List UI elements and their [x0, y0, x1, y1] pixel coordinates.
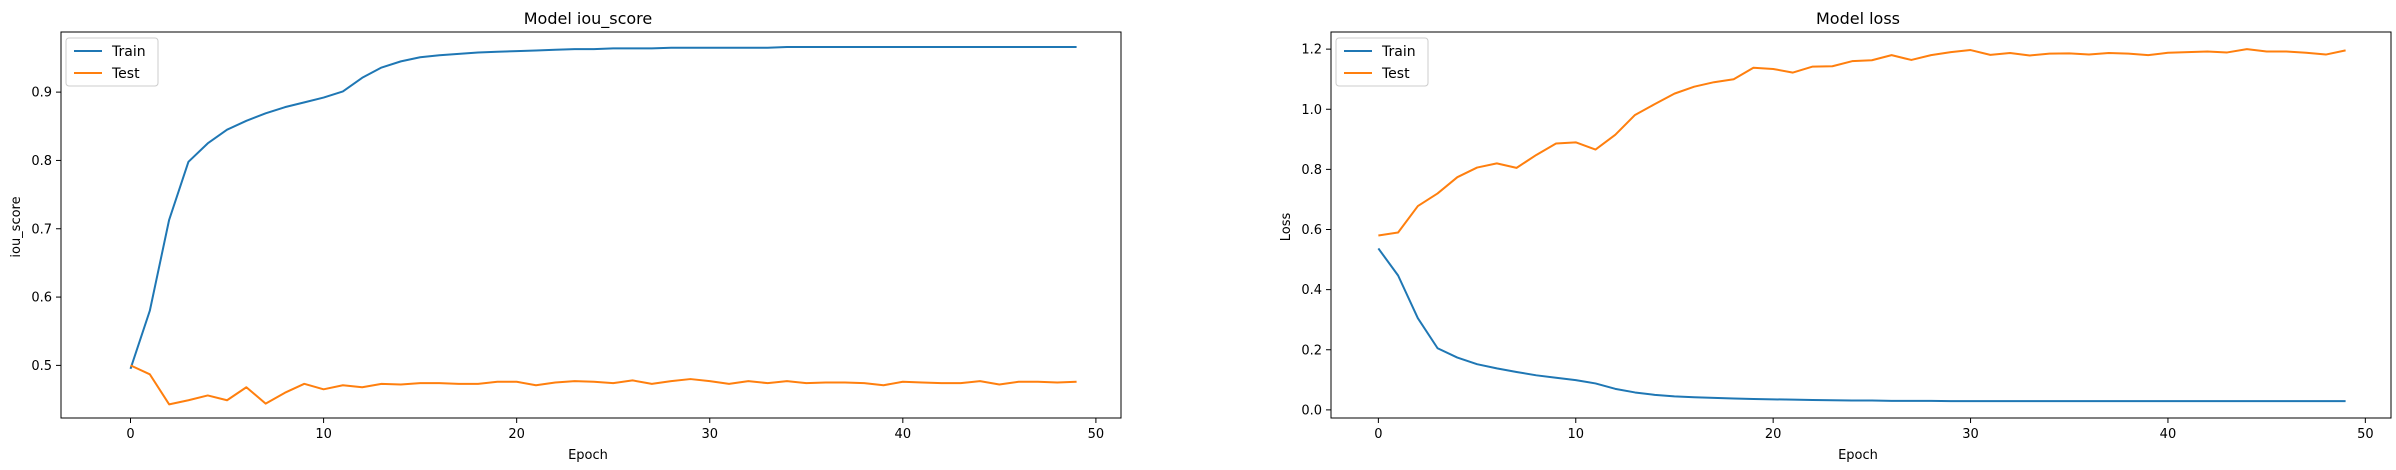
x-axis-label: Epoch — [568, 448, 608, 463]
y-tick-label: 0.9 — [31, 86, 52, 101]
y-tick-label: 1.2 — [1301, 43, 1322, 58]
plot-area: 0 10 20 30 40 50 0.0 0.2 0.4 0.6 0.8 1.0 1.2 — [1301, 31, 2392, 442]
x-tick-label: 50 — [1088, 427, 1105, 442]
x-tick-label: 40 — [895, 427, 912, 442]
y-tick-label: 0.8 — [31, 154, 52, 169]
y-tick-label: 0.6 — [1301, 223, 1322, 238]
x-tick-label: 30 — [1962, 427, 1979, 442]
legend-label-test: Test — [111, 66, 140, 82]
chart-title: Model loss — [1816, 9, 1900, 28]
iou-score-chart: Model iou_score Epoch iou_score 0 10 20 30 4… — [9, 9, 1122, 463]
plot-area: 0 10 20 30 40 50 0.5 0.6 0.7 0.8 0.9 — [31, 31, 1122, 442]
series-line-train — [1377, 247, 2346, 403]
axes-frame — [60, 31, 1122, 419]
x-tick-label: 10 — [1567, 427, 1584, 442]
loss-chart: Model loss Epoch Loss 0 10 20 30 40 500.00.20… — [1279, 9, 2392, 463]
legend-label-train: Train — [111, 44, 146, 60]
x-tick-label: 20 — [1765, 427, 1782, 442]
y-tick-label: 0.7 — [31, 222, 52, 237]
series-line-test — [130, 364, 1077, 406]
x-tick-label: 10 — [315, 427, 332, 442]
y-tick-label: 0.0 — [1301, 403, 1322, 418]
x-tick-label: 20 — [508, 427, 525, 442]
y-axis-label: Loss — [1279, 213, 1294, 242]
legend: Train Test — [1335, 37, 1429, 87]
x-tick-label: 0 — [1374, 427, 1382, 442]
legend-label-train: Train — [1381, 44, 1416, 60]
x-tick-label: 30 — [701, 427, 718, 442]
y-tick-label: 0.5 — [31, 359, 52, 374]
y-tick-label: 0.2 — [1301, 343, 1322, 358]
x-axis-label: Epoch — [1838, 448, 1878, 463]
chart-title: Model iou_score — [524, 9, 653, 29]
x-tick-label: 40 — [2160, 427, 2177, 442]
x-tick-label: 50 — [2357, 427, 2374, 442]
series-line-test — [1378, 48, 2346, 237]
y-tick-label: 1.0 — [1301, 103, 1322, 118]
y-tick-label: 0.4 — [1301, 283, 1322, 298]
series-line-train — [129, 46, 1077, 370]
x-tick-label: 0 — [126, 427, 134, 442]
legend-label-test: Test — [1381, 66, 1410, 82]
y-tick-label: 0.6 — [31, 291, 52, 306]
axes-frame — [1330, 31, 2392, 419]
y-axis-label: iou_score — [9, 196, 24, 257]
legend: Train Test — [65, 37, 159, 87]
y-tick-label: 0.8 — [1301, 163, 1322, 178]
